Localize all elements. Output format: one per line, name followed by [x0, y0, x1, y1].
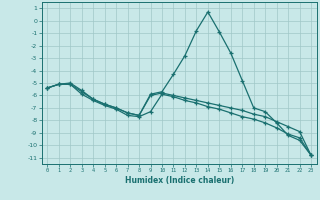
X-axis label: Humidex (Indice chaleur): Humidex (Indice chaleur): [124, 176, 234, 185]
